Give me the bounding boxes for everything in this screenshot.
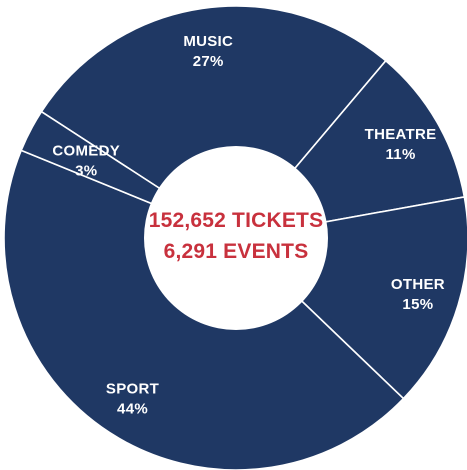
- slice-label-sport: SPORT: [106, 380, 159, 397]
- slice-label-music: MUSIC: [183, 33, 233, 50]
- slice-label-comedy: COMEDY: [52, 143, 120, 160]
- slice-label-theatre: THEATRE: [365, 126, 437, 143]
- slice-label-other: OTHER: [391, 276, 445, 293]
- slice-value-music: 27%: [193, 53, 224, 70]
- donut-slice-music: [40, 5, 387, 240]
- center-total-tickets: 152,652 TICKETS: [149, 209, 324, 232]
- center-total-events: 6,291 EVENTS: [164, 240, 309, 263]
- donut-center-hole: [144, 146, 328, 330]
- slice-value-other: 15%: [402, 296, 433, 313]
- slice-value-comedy: 3%: [75, 163, 97, 180]
- slice-value-sport: 44%: [117, 400, 148, 417]
- donut-slice-labels: MUSIC 27% THEATRE 11% OTHER 15% SPORT 44% COMEDY…: [52, 33, 444, 417]
- slice-value-theatre: 11%: [385, 146, 415, 163]
